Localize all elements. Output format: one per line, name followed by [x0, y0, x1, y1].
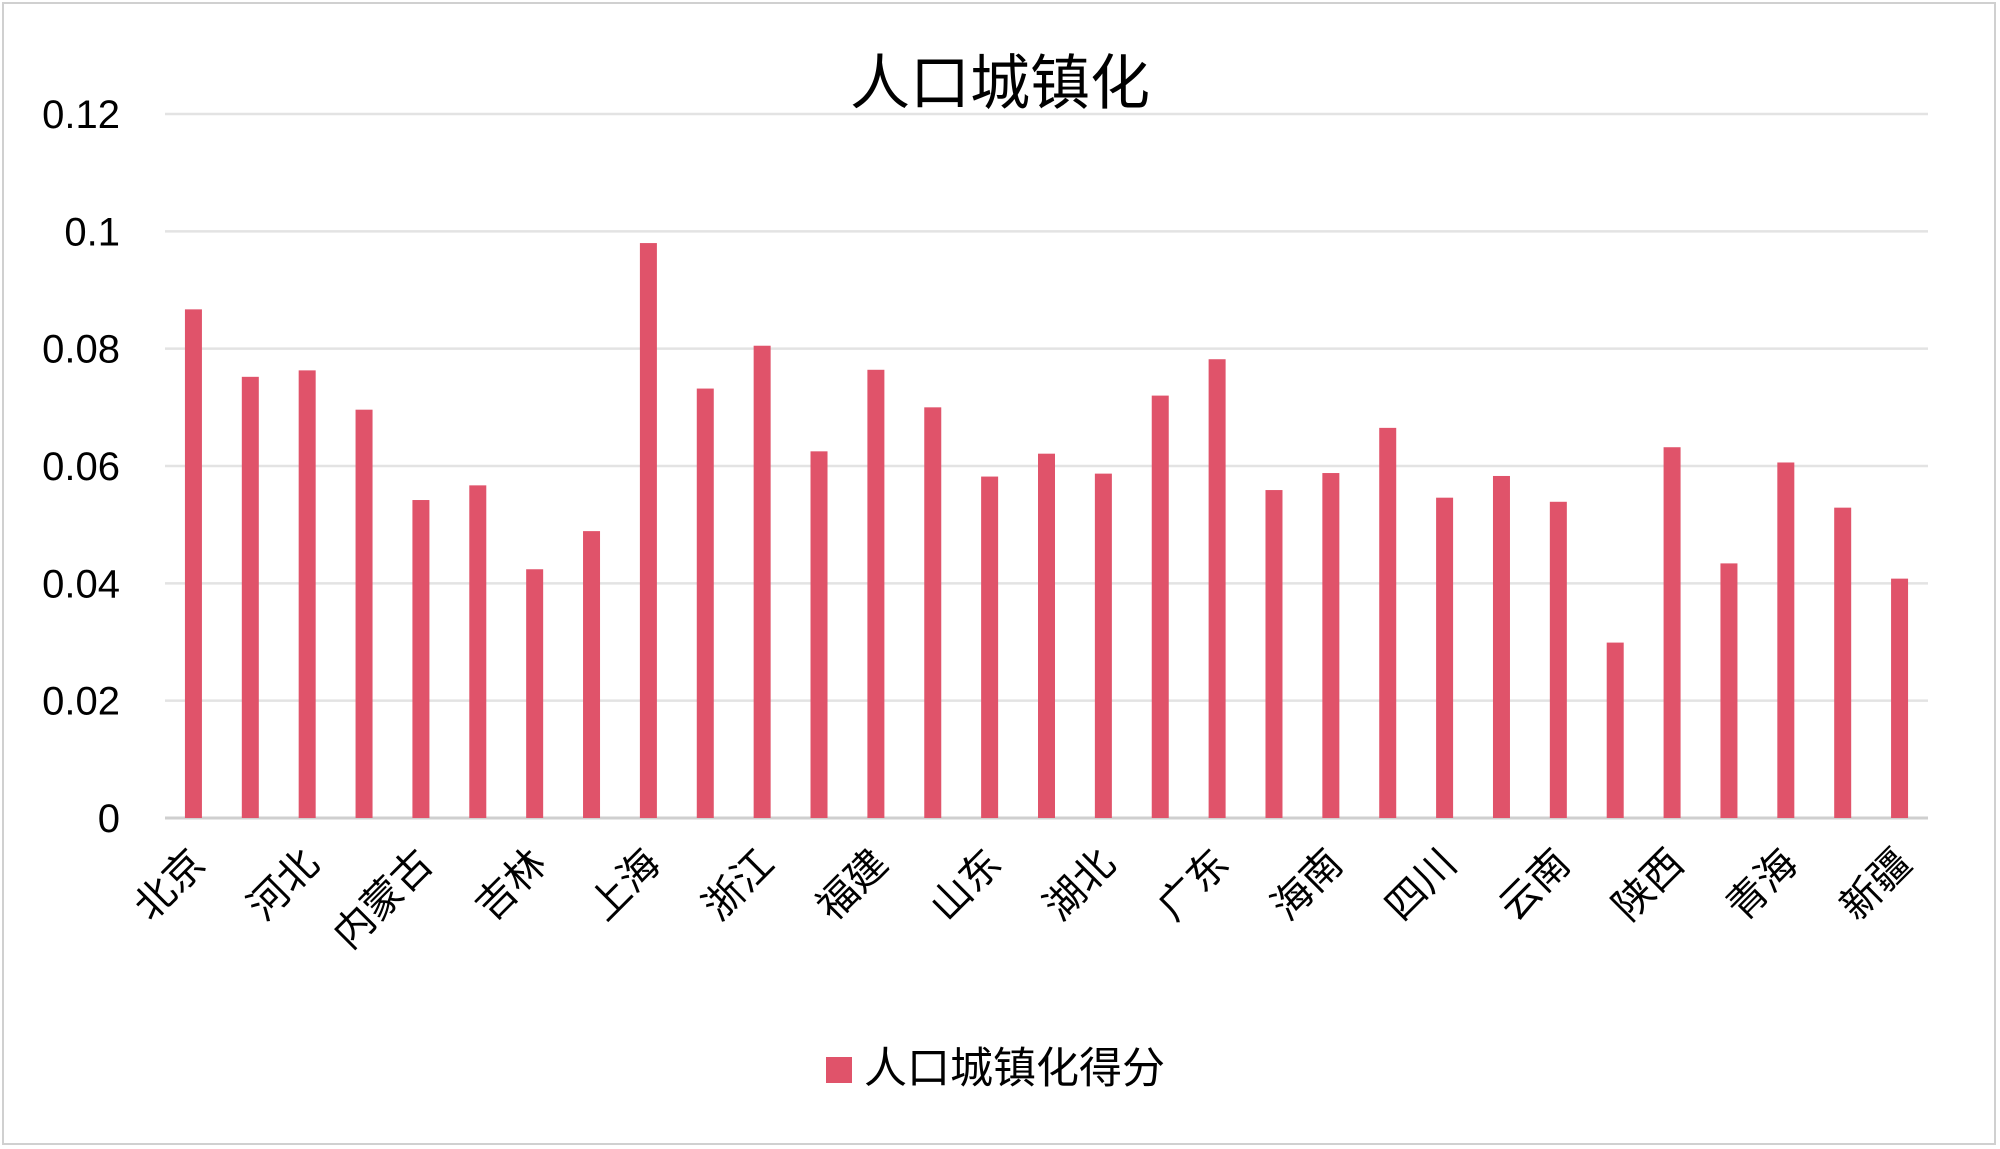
bar: [696, 388, 714, 818]
bar: [1265, 490, 1283, 818]
bar: [1208, 359, 1226, 818]
y-tick-label: 0.02: [42, 680, 120, 724]
y-tick-label: 0: [98, 797, 120, 841]
y-tick-label: 0.04: [42, 562, 120, 606]
bar: [1492, 475, 1510, 818]
legend: 人口城镇化得分: [826, 1044, 1165, 1094]
chart-title: 人口城镇化: [850, 49, 1150, 119]
y-tick-label: 0.1: [64, 210, 120, 254]
x-tick-label: 河北: [239, 841, 328, 930]
bar: [1606, 642, 1624, 818]
x-tick-label: 海南: [1263, 841, 1352, 930]
y-tick-label: 0.06: [42, 445, 120, 489]
bar: [1720, 563, 1738, 818]
gridlines: [165, 112, 1928, 820]
bars: [184, 243, 1909, 819]
bar: [1663, 447, 1681, 818]
bar: [1379, 427, 1397, 818]
x-tick-label: 广东: [1149, 841, 1238, 930]
bar: [526, 569, 544, 818]
bar: [469, 485, 487, 818]
bar: [355, 409, 373, 818]
bar: [1891, 578, 1909, 818]
y-tick-label: 0.08: [42, 328, 120, 372]
bar: [1094, 473, 1112, 818]
bar: [924, 407, 942, 818]
x-tick-label: 内蒙古: [325, 841, 442, 958]
x-tick-label: 山东: [922, 841, 1011, 930]
x-tick-label: 上海: [580, 841, 669, 930]
x-tick-label: 新疆: [1832, 841, 1921, 930]
legend-label: 人口城镇化得分: [864, 1044, 1165, 1094]
x-tick-label: 北京: [125, 841, 214, 930]
bar: [241, 376, 259, 818]
y-axis-ticks: 0 0.02 0.04 0.06 0.08 0.1 0.12: [42, 93, 120, 841]
bar: [810, 451, 828, 818]
bar: [1834, 507, 1852, 818]
bar: [639, 243, 657, 819]
bar: [1322, 473, 1340, 818]
bar: [1038, 453, 1055, 818]
bar: [412, 500, 430, 818]
x-tick-label: 福建: [808, 841, 897, 930]
x-tick-label: 陕西: [1604, 841, 1693, 930]
bar: [583, 531, 601, 818]
bar: [753, 345, 771, 818]
bar: [1549, 501, 1567, 818]
legend-swatch: [826, 1057, 852, 1083]
x-tick-label: 云南: [1490, 841, 1579, 930]
bar: [867, 369, 885, 818]
x-tick-label: 吉林: [467, 841, 556, 930]
bar: [1151, 395, 1169, 818]
bar: [298, 370, 316, 818]
bar: [1777, 462, 1795, 818]
x-tick-label: 青海: [1718, 841, 1807, 930]
bar: [1436, 497, 1454, 818]
bar: [184, 309, 202, 818]
y-tick-label: 0.12: [42, 93, 120, 137]
x-tick-label: 湖北: [1035, 841, 1124, 930]
bar: [981, 476, 999, 818]
x-tick-label: 四川: [1377, 841, 1466, 930]
x-tick-label: 浙江: [694, 841, 783, 930]
